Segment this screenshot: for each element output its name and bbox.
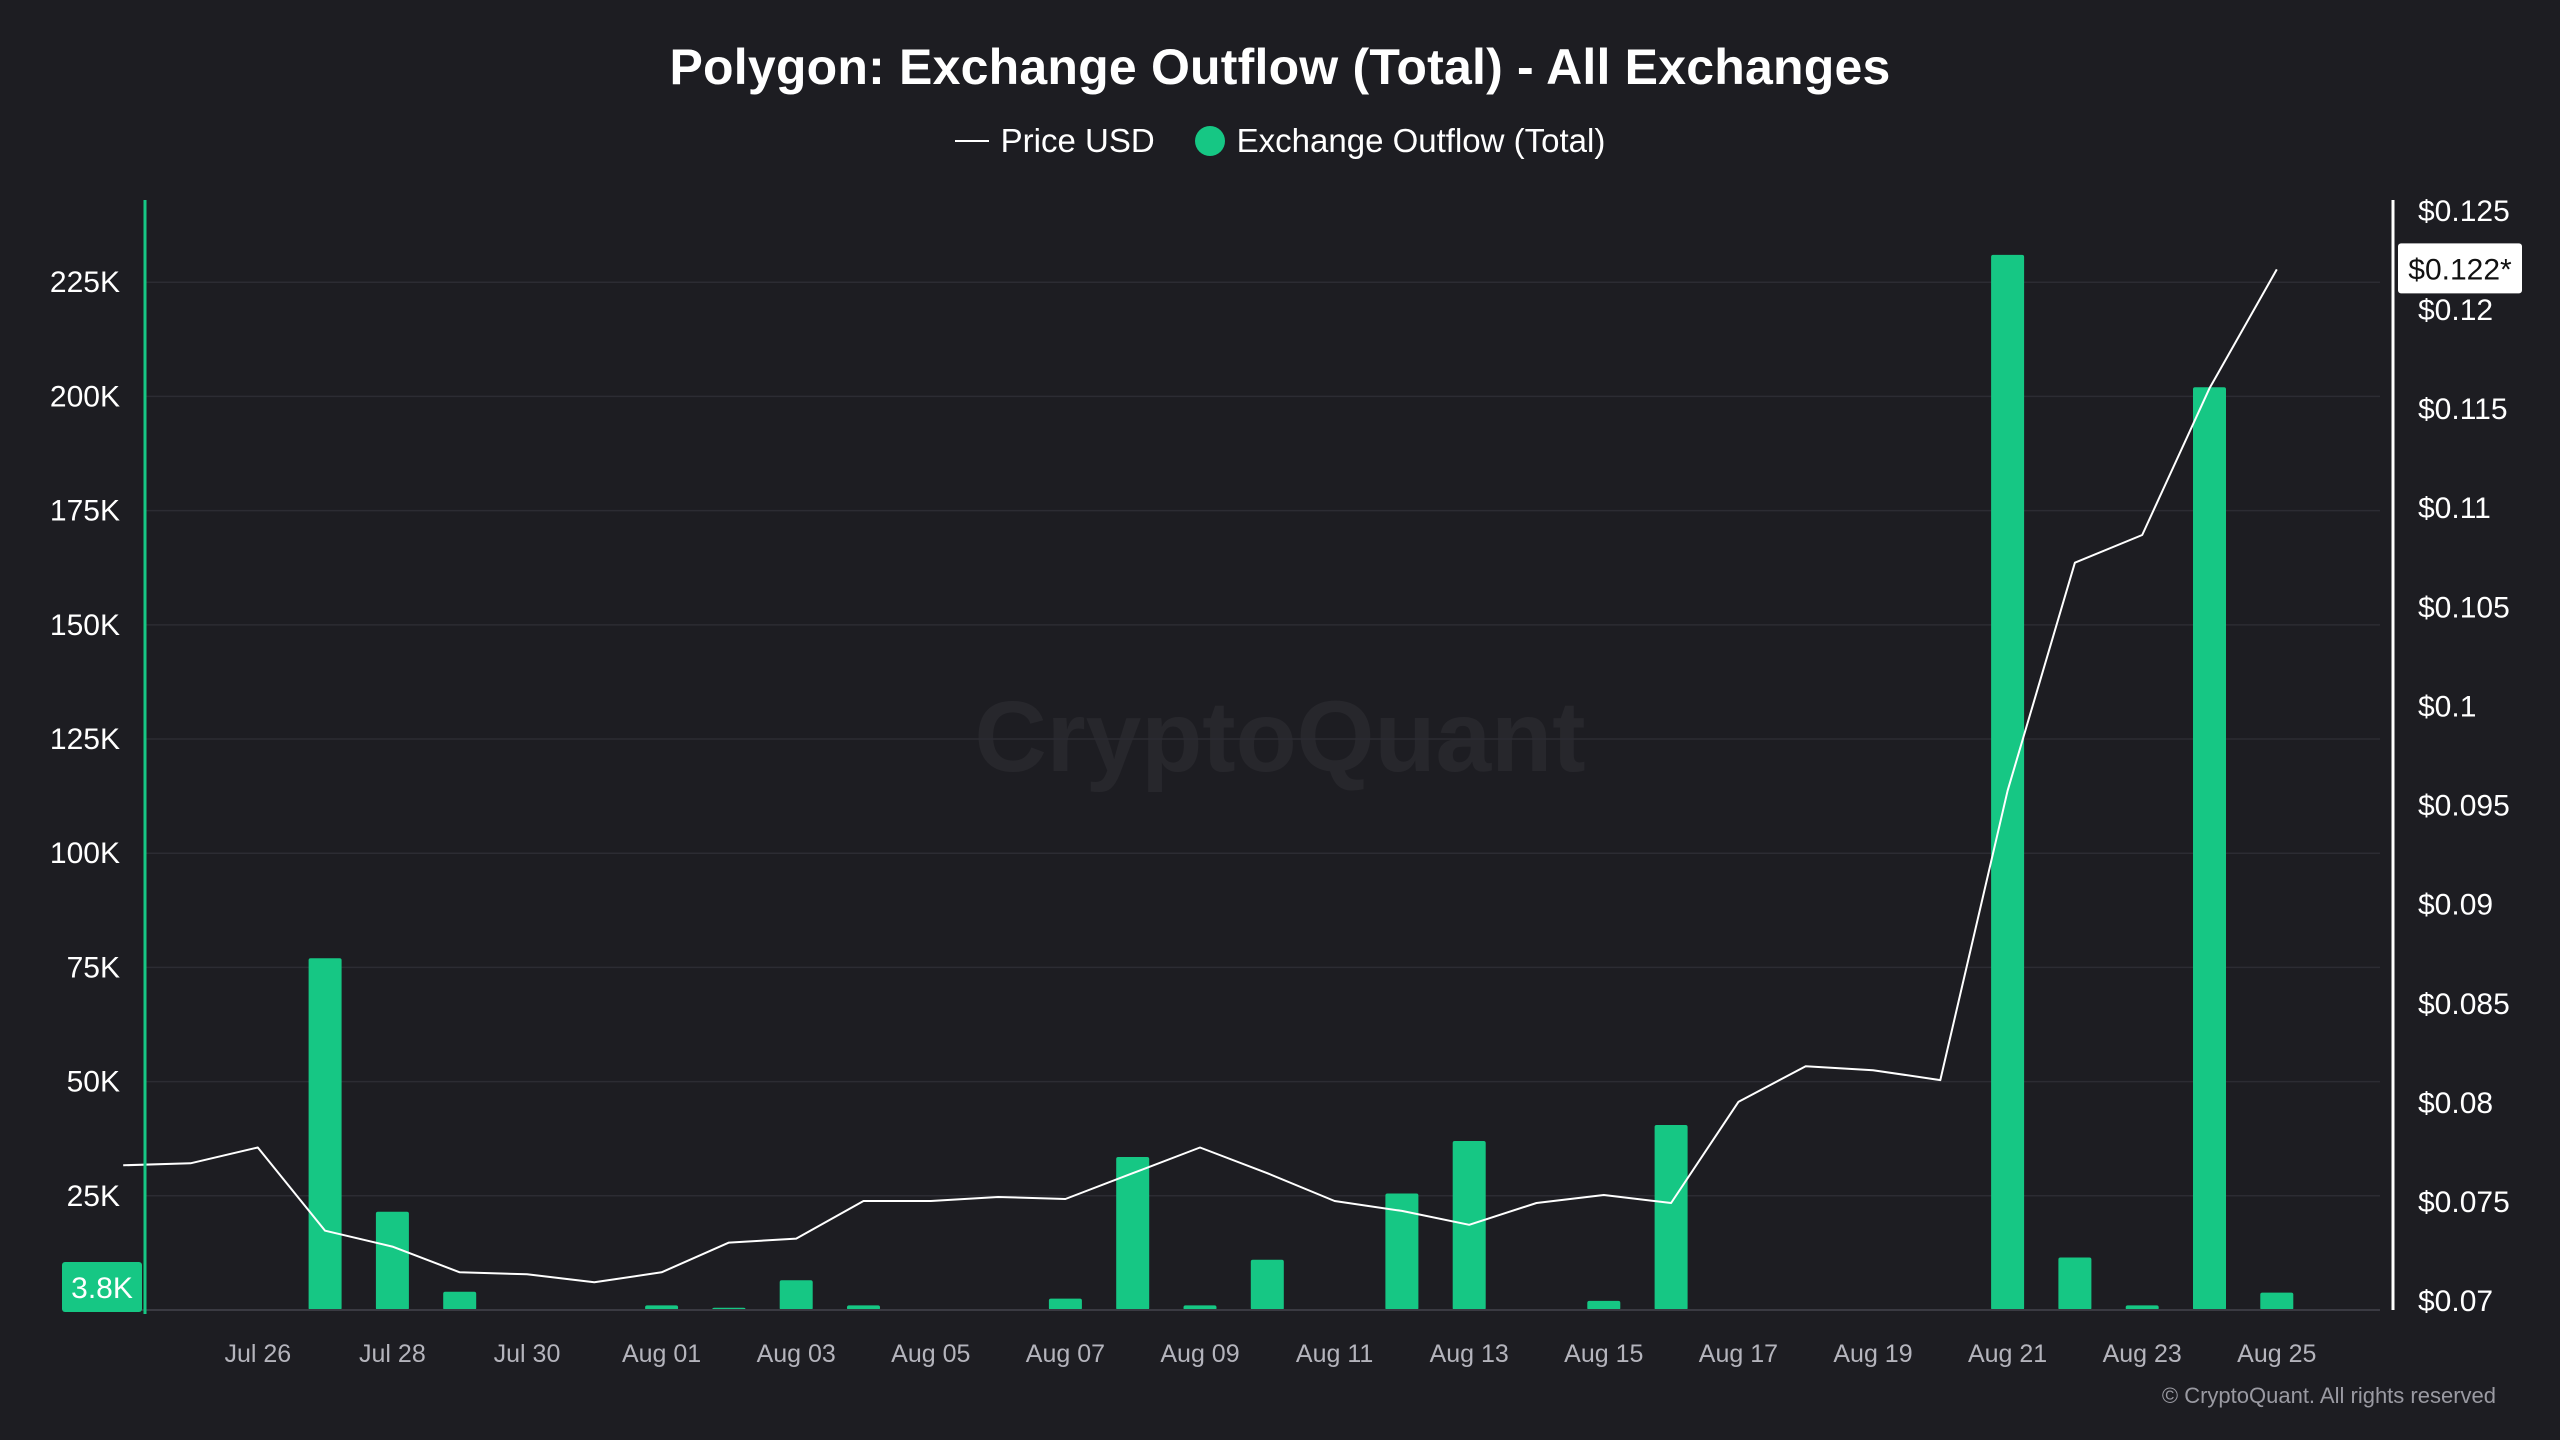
line-swatch-icon bbox=[954, 140, 989, 142]
outflow-bar bbox=[308, 958, 342, 1310]
axes: 25K 50K 75K 100K 125K 150K 175K 200K 225K $0.07 $0… bbox=[50, 195, 2510, 1368]
x-tick-label: Aug 05 bbox=[891, 1340, 970, 1368]
y-right-tick-label: $0.095 bbox=[2418, 790, 2510, 823]
x-tick-label: Aug 17 bbox=[1699, 1340, 1778, 1368]
x-tick-label: Aug 19 bbox=[1833, 1340, 1912, 1368]
legend-label-outflow: Exchange Outflow (Total) bbox=[1236, 122, 1606, 159]
outflow-bar bbox=[2058, 1257, 2092, 1310]
outflow-bar bbox=[375, 1211, 409, 1310]
x-tick-label: Aug 15 bbox=[1564, 1340, 1643, 1368]
y-right-tick-label: $0.105 bbox=[2418, 591, 2510, 624]
y-right-tick-label: $0.1 bbox=[2418, 690, 2476, 723]
value-badges: 3.8K $0.122* bbox=[62, 243, 2522, 1312]
outflow-bar bbox=[2125, 1305, 2159, 1310]
outflow-bar bbox=[1116, 1156, 1150, 1310]
x-tick-label: Aug 07 bbox=[1026, 1340, 1105, 1368]
y-right-tick-label: $0.115 bbox=[2418, 393, 2508, 426]
outflow-value-badge-text: 3.8K bbox=[71, 1272, 133, 1305]
grid-lines bbox=[145, 281, 2380, 1197]
outflow-bar bbox=[1654, 1125, 1688, 1310]
watermark: CryptoQuant bbox=[0, 680, 2560, 795]
outflow-bar bbox=[1048, 1298, 1082, 1310]
y-right-tick-label: $0.125 bbox=[2418, 195, 2510, 228]
x-tick-label: Jul 26 bbox=[224, 1340, 291, 1368]
outflow-bar bbox=[847, 1305, 880, 1310]
x-tick-label: Aug 13 bbox=[1430, 1340, 1509, 1368]
x-tick-label: Aug 11 bbox=[1296, 1340, 1373, 1368]
y-right-tick-label: $0.075 bbox=[2418, 1186, 2510, 1219]
outflow-bar bbox=[1587, 1300, 1621, 1310]
outflow-bars bbox=[308, 254, 2294, 1310]
y-left-tick-label: 50K bbox=[67, 1066, 120, 1099]
outflow-value-badge bbox=[62, 1262, 142, 1312]
y-left-tick-label: 175K bbox=[50, 495, 120, 528]
x-tick-label: Aug 25 bbox=[2237, 1340, 2316, 1368]
price-line bbox=[123, 268, 2278, 1284]
outflow-bar bbox=[779, 1280, 813, 1310]
y-left-tick-label: 25K bbox=[67, 1180, 120, 1213]
x-tick-label: Jul 28 bbox=[359, 1340, 426, 1368]
legend-label-price: Price USD bbox=[1000, 122, 1155, 159]
x-tick-label: Aug 03 bbox=[757, 1340, 836, 1368]
outflow-bar bbox=[2260, 1292, 2294, 1310]
y-left-tick-label: 150K bbox=[50, 609, 120, 642]
outflow-bar bbox=[1250, 1259, 1284, 1310]
legend: Price USD Exchange Outflow (Total) bbox=[0, 122, 2560, 160]
price-value-badge bbox=[2398, 243, 2522, 294]
y-left-tick-label: 125K bbox=[50, 723, 120, 756]
x-tick-label: Aug 09 bbox=[1160, 1340, 1239, 1368]
legend-item-price[interactable]: Price USD bbox=[954, 122, 1155, 160]
outflow-bar bbox=[1385, 1193, 1419, 1310]
y-right-tick-label: $0.12 bbox=[2418, 294, 2493, 327]
y-right-tick-label: $0.08 bbox=[2418, 1087, 2493, 1120]
y-left-tick-label: 200K bbox=[50, 380, 120, 413]
outflow-bar bbox=[1991, 254, 2025, 1310]
y-right-tick-label: $0.11 bbox=[2418, 492, 2491, 525]
y-right-tick-label: $0.07 bbox=[2418, 1285, 2493, 1318]
x-tick-label: Aug 23 bbox=[2103, 1340, 2182, 1368]
outflow-bar bbox=[2193, 387, 2226, 1310]
legend-item-outflow[interactable]: Exchange Outflow (Total) bbox=[1194, 122, 1606, 160]
price-value-badge-text: $0.122* bbox=[2408, 253, 2512, 286]
copyright-text: © CryptoQuant. All rights reserved bbox=[2161, 1383, 2496, 1408]
price-line-layer bbox=[123, 268, 2278, 1284]
chart-title: Polygon: Exchange Outflow (Total) - All … bbox=[669, 39, 1891, 95]
dot-swatch-icon bbox=[1194, 126, 1225, 156]
outflow-bar bbox=[645, 1305, 679, 1310]
x-tick-label: Aug 01 bbox=[622, 1340, 701, 1368]
x-tick-label: Aug 21 bbox=[1968, 1340, 2047, 1368]
y-right-tick-label: $0.09 bbox=[2418, 889, 2493, 922]
y-left-tick-label: 225K bbox=[50, 266, 120, 299]
y-left-tick-label: 100K bbox=[50, 837, 120, 870]
outflow-bar bbox=[443, 1291, 477, 1310]
y-left-tick-label: 75K bbox=[67, 951, 120, 984]
x-tick-label: Jul 30 bbox=[494, 1340, 561, 1368]
y-right-tick-label: $0.085 bbox=[2418, 988, 2510, 1021]
outflow-bar bbox=[1183, 1305, 1217, 1310]
